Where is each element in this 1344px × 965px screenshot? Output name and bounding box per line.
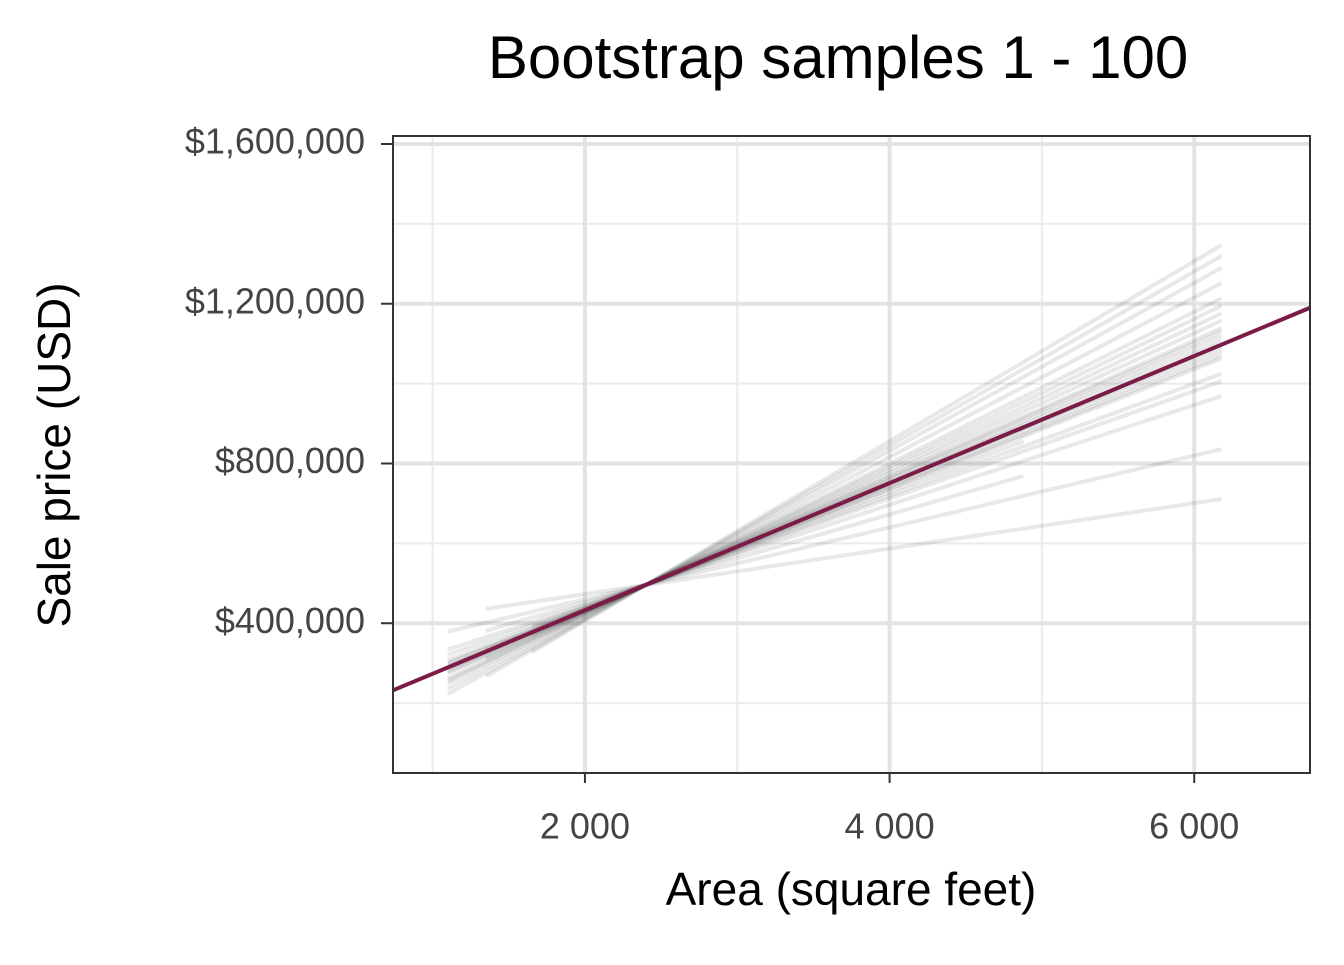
bootstrap-line xyxy=(447,379,1223,657)
y-tick-label: $400,000 xyxy=(215,600,365,641)
fit-line xyxy=(392,305,1311,693)
bootstrap-line xyxy=(484,254,1223,679)
x-axis-title: Area (square feet) xyxy=(666,863,1037,915)
panel-border xyxy=(392,135,1311,774)
y-tick-label: $1,600,000 xyxy=(185,121,365,162)
y-tick-label: $800,000 xyxy=(215,440,365,481)
bootstrap-line xyxy=(446,311,1223,681)
bootstrap-line xyxy=(447,394,1223,652)
grid xyxy=(393,136,1310,773)
plot-area xyxy=(392,243,1311,696)
x-tick-label: 6 000 xyxy=(1149,806,1239,847)
y-tick-label: $1,200,000 xyxy=(185,280,365,321)
bootstrap-line xyxy=(446,296,1223,686)
bootstrap-line xyxy=(446,266,1223,696)
bootstrap-line xyxy=(485,473,1025,633)
bootstrap-line xyxy=(447,447,1223,634)
x-tick-label: 2 000 xyxy=(540,806,630,847)
x-tick-label: 4 000 xyxy=(845,806,935,847)
bootstrap-line xyxy=(446,281,1223,691)
bootstrap-line xyxy=(446,303,1223,683)
chart-title: Bootstrap samples 1 - 100 xyxy=(488,24,1188,91)
y-axis-title: Sale price (USD) xyxy=(28,282,80,627)
bootstrap-line xyxy=(447,439,1025,662)
bootstrap-line xyxy=(485,497,1222,611)
